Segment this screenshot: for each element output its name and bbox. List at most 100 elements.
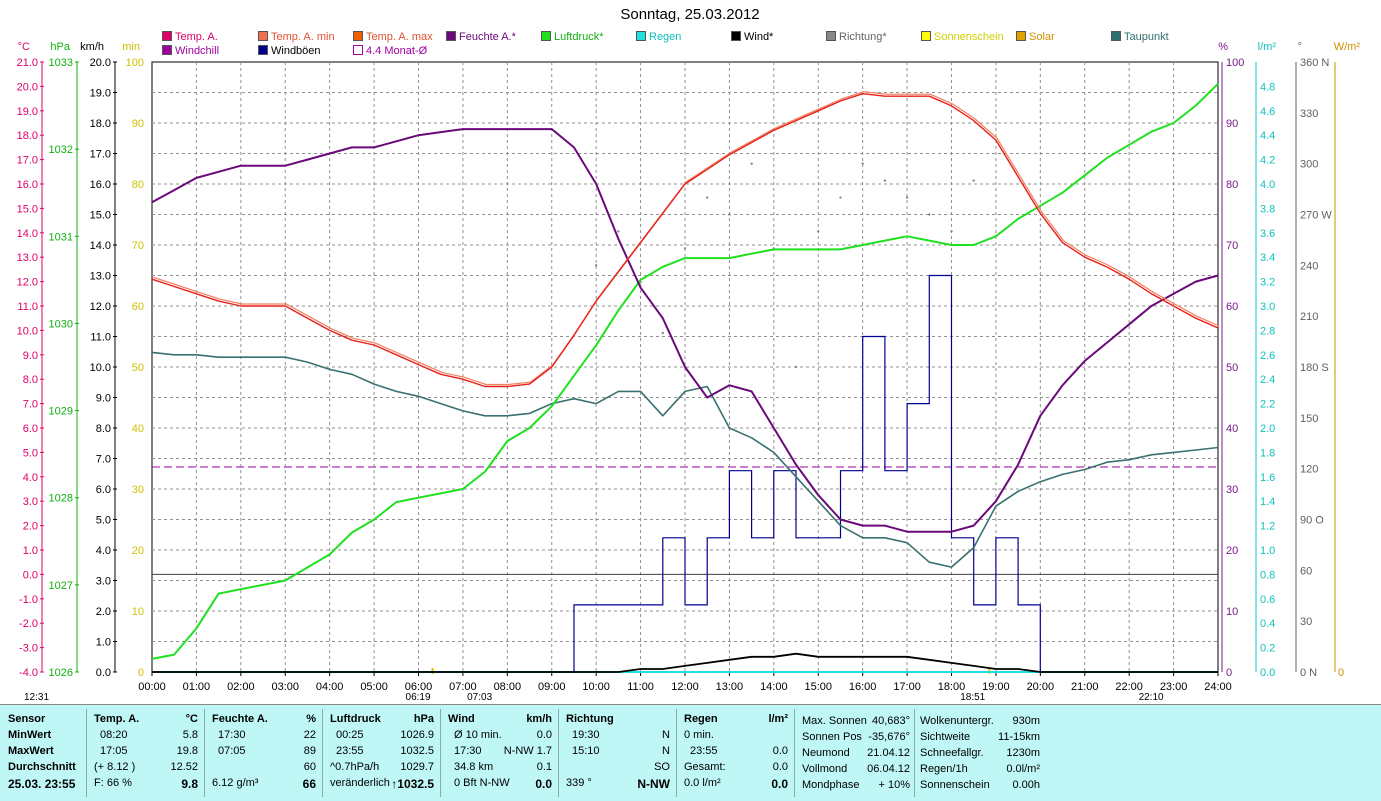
temp-min-time: 08:20 — [100, 729, 128, 741]
pct-tick: 20 — [1226, 545, 1238, 557]
series-wind — [152, 652, 1218, 673]
min-tick: 60 — [132, 301, 144, 313]
newmoon-value: 21.04.12 — [867, 747, 910, 759]
temp-now-value: 9.8 — [181, 777, 198, 791]
time-tick: 24:00 — [1204, 681, 1232, 693]
rain-tick: 2.0 — [1260, 423, 1275, 435]
hum-unit: % — [306, 713, 316, 725]
press-min-value: 1026.9 — [400, 729, 434, 741]
wind-header: Wind — [448, 713, 475, 725]
pct-tick: 90 — [1226, 118, 1238, 130]
sunshine-label: Sonnenschein — [920, 779, 990, 791]
rain-tick: 3.0 — [1260, 301, 1275, 313]
moonphase-label: Mondphase — [802, 779, 860, 791]
sunrise-label: 06:19 — [406, 692, 431, 703]
temp-tick: 4.0 — [23, 472, 38, 484]
time-tick: 16:00 — [849, 681, 877, 693]
legend-swatch — [162, 31, 172, 41]
kmh-tick: 8.0 — [96, 423, 111, 435]
legend-regen: Regen — [636, 31, 681, 43]
rain-tick: 3.6 — [1260, 228, 1275, 240]
time-tick: 11:00 — [627, 681, 654, 693]
rain-tick: 4.4 — [1260, 130, 1275, 142]
wind-bft: 0 Bft N-NW — [454, 777, 510, 789]
direction-point — [661, 331, 664, 335]
dir-avg-value: SO — [654, 761, 670, 773]
rain-now-amount: 0.0 l/m² — [684, 777, 721, 789]
temp-tick: 9.0 — [23, 350, 38, 362]
min-unit-label: min — [122, 41, 140, 53]
rain-tick: 4.0 — [1260, 179, 1275, 191]
wind-avg-label: Ø 10 min. — [454, 729, 502, 741]
kmh-tick: 12.0 — [90, 301, 111, 313]
wind-max-value: N-NW 1.7 — [503, 745, 552, 757]
wind-now-value: 0.0 — [535, 777, 552, 791]
kmh-tick: 7.0 — [96, 454, 111, 466]
time-tick: 10:00 — [582, 681, 610, 693]
press-header: Luftdruck — [330, 713, 381, 725]
min-tick: 50 — [132, 362, 144, 374]
rain-max-time: 23:55 — [690, 745, 718, 757]
press-max-value: 1032.5 — [400, 745, 434, 757]
stats-col-sun: Max. Sonnen 40,683° Sonnen Pos -35,676° … — [794, 709, 915, 797]
moonphase-value: + 10% — [878, 779, 911, 791]
rain-tick: 0.8 — [1260, 569, 1275, 581]
deg-tick: 270 W — [1300, 210, 1332, 222]
press-up-icon: ↑ — [391, 777, 398, 791]
legend-taupunkt: Taupunkt — [1111, 31, 1169, 43]
visibility-label: Sichtweite — [920, 731, 971, 743]
axes-layer: 21.0 20.0 19.0 18.0 17.0 16.0 15.0 14.0 13.0 12.0… — [17, 41, 1361, 703]
current-timestamp: 25.03. 23:55 — [8, 777, 76, 791]
kmh-tick: 6.0 — [96, 484, 111, 496]
kmh-tick: 0.0 — [96, 667, 111, 679]
direction-point — [861, 162, 864, 165]
kmh-tick: 16.0 — [90, 179, 111, 191]
hpa-tick: 1031 — [49, 231, 73, 243]
stats-col-cloud: Wolkenuntergr. 930m Sichtweite 11-15km S… — [914, 709, 1040, 797]
rain-tick: 3.4 — [1260, 252, 1275, 264]
kmh-tick: 14.0 — [90, 240, 111, 252]
kmh-unit-label: km/h — [80, 41, 104, 53]
dir-min-time: 19:30 — [572, 729, 600, 741]
newmoon-label: Neumond — [802, 747, 850, 759]
direction-point — [928, 213, 931, 216]
min-tick: 70 — [132, 240, 144, 252]
direction-point — [706, 196, 709, 199]
deg-unit-label: ° — [1298, 41, 1302, 53]
kmh-tick: 2.0 — [96, 606, 111, 618]
kmh-tick: 20.0 — [90, 57, 111, 69]
dir-max-time: 15:10 — [572, 745, 600, 757]
sensor-header: Sensor — [8, 713, 46, 725]
kmh-tick: 13.0 — [90, 271, 111, 283]
rain-max-value: 0.0 — [772, 745, 788, 757]
press-min-time: 00:25 — [336, 729, 364, 741]
dir-header: Richtung — [566, 713, 614, 725]
pct-tick: 80 — [1226, 179, 1238, 191]
deg-tick: 120 — [1300, 464, 1318, 476]
pct-tick: 100 — [1226, 57, 1244, 69]
time-tick: 06:00 — [405, 681, 433, 693]
durchschnitt-label: Durchschnitt — [8, 761, 76, 773]
sunshine-value: 0.00h — [1012, 779, 1040, 791]
fullmoon-value: 06.04.12 — [867, 763, 910, 775]
direction-point — [794, 365, 798, 369]
direction-point — [839, 196, 842, 199]
deg-tick: 300 — [1300, 159, 1318, 171]
direction-point — [817, 230, 820, 233]
sun-max-label: Max. Sonnen — [802, 715, 867, 727]
kmh-tick: 18.0 — [90, 118, 111, 130]
temp-tick: 18.0 — [17, 130, 38, 142]
time-tick: 17:00 — [893, 681, 921, 693]
temp-tick: 10.0 — [17, 325, 38, 337]
temp-tick: 3.0 — [23, 496, 38, 508]
rain-tick: 1.8 — [1260, 447, 1275, 459]
hpa-tick: 1026 — [49, 667, 73, 679]
temp-tick: 6.0 — [23, 423, 38, 435]
snowline-label: Schneefallgr. — [920, 747, 984, 759]
press-trend: ^0.7hPa/h — [330, 761, 380, 773]
temp-tick: 7.0 — [23, 399, 38, 411]
min-tick: 100 — [126, 57, 144, 69]
kmh-tick: 19.0 — [90, 88, 111, 100]
series-temp-max — [152, 91, 1220, 386]
rain-tick: 0.6 — [1260, 594, 1275, 606]
